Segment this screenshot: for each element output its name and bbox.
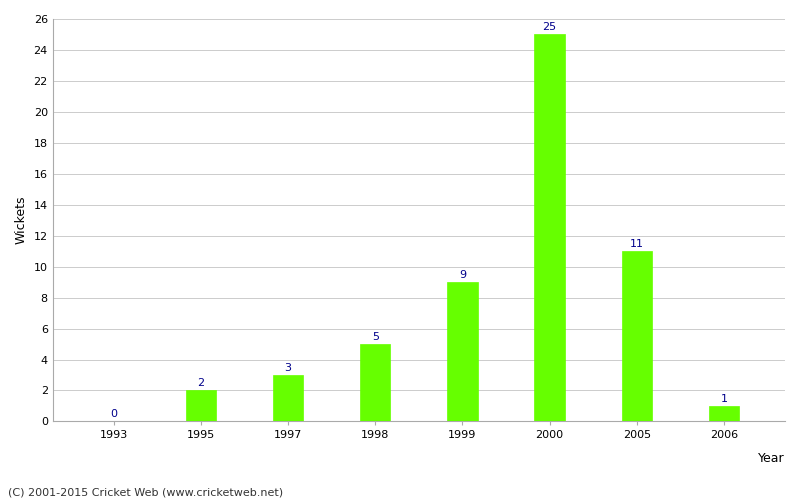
Text: 1: 1 [721, 394, 727, 404]
Text: 2: 2 [198, 378, 205, 388]
Bar [273, 375, 303, 422]
Text: 9: 9 [459, 270, 466, 280]
Bar [534, 34, 565, 422]
Bar [186, 390, 216, 422]
Text: 3: 3 [285, 362, 291, 372]
Text: 25: 25 [542, 22, 557, 32]
Bar [622, 251, 652, 422]
Y-axis label: Wickets: Wickets [15, 196, 28, 244]
Text: 5: 5 [372, 332, 378, 342]
Text: (C) 2001-2015 Cricket Web (www.cricketweb.net): (C) 2001-2015 Cricket Web (www.cricketwe… [8, 488, 283, 498]
Bar [447, 282, 478, 422]
Bar [709, 406, 739, 421]
Text: Year: Year [758, 452, 785, 465]
Text: 11: 11 [630, 239, 644, 249]
Bar [360, 344, 390, 422]
Text: 0: 0 [110, 409, 117, 419]
